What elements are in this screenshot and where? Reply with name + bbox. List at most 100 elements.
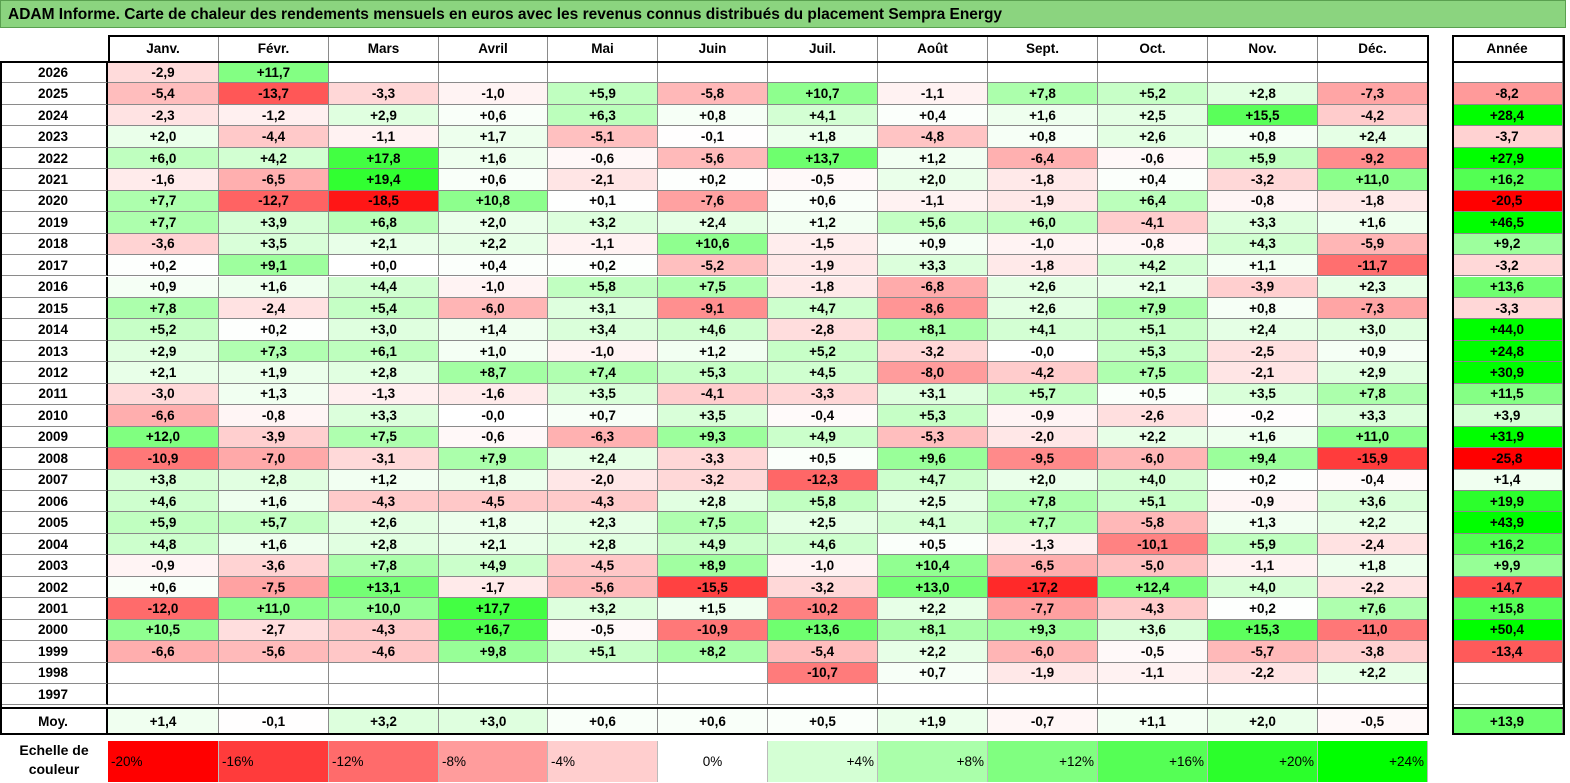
heatmap-cell <box>878 62 988 84</box>
row-year-label: 2025 <box>0 83 108 105</box>
heatmap-cell: -0,9 <box>108 555 219 577</box>
heatmap-cell: -4,6 <box>329 641 439 663</box>
heatmap-cell: -9,1 <box>658 297 768 320</box>
heatmap-cell: +15,5 <box>1208 104 1318 127</box>
heatmap-cell: +2,0 <box>878 169 988 191</box>
row-year-label: 2007 <box>0 469 108 491</box>
heatmap-cell: -3,9 <box>1208 276 1318 298</box>
heatmap-cell: +3,8 <box>108 469 219 491</box>
heatmap-cell: +10,8 <box>439 190 548 213</box>
heatmap-cell: -3,1 <box>329 448 439 470</box>
heatmap-cell: +1,3 <box>1208 512 1318 534</box>
color-scale-stop: -4% <box>548 741 658 782</box>
heatmap-cell: +7,5 <box>1098 362 1208 384</box>
heatmap-cell: -0,9 <box>988 405 1098 427</box>
heatmap-cell: +0,5 <box>768 448 878 470</box>
heatmap-cell: -12,7 <box>219 190 329 213</box>
heatmap-cell: +13,7 <box>768 147 878 170</box>
heatmap-cell: +0,6 <box>768 190 878 213</box>
average-cell: +3,0 <box>439 708 548 735</box>
heatmap-cell: +6,3 <box>548 104 658 127</box>
heatmap-cell: +3,4 <box>548 319 658 341</box>
heatmap-cell: +4,0 <box>1208 576 1318 599</box>
heatmap-cell: -0,8 <box>1208 190 1318 213</box>
row-year-label: 1998 <box>0 662 108 685</box>
heatmap-cell: +1,1 <box>1208 255 1318 277</box>
row-year-label: 1997 <box>0 684 108 706</box>
heatmap-cell: -1,8 <box>768 276 878 298</box>
heatmap-cell: +0,9 <box>878 233 988 256</box>
heatmap-cell: +2,3 <box>1318 276 1428 298</box>
heatmap-cell: +0,5 <box>1098 383 1208 406</box>
heatmap-cell <box>1208 62 1318 84</box>
heatmap-cell: +3,5 <box>548 383 658 406</box>
row-year-label: 2005 <box>0 512 108 534</box>
heatmap-cell: +4,6 <box>768 533 878 556</box>
row-year-label: 2008 <box>0 448 108 470</box>
heatmap-cell: +4,7 <box>768 297 878 320</box>
heatmap-cell: +12,0 <box>108 426 219 449</box>
heatmap-cell: -7,3 <box>1318 297 1428 320</box>
heatmap-cell <box>1318 684 1428 706</box>
heatmap-cell <box>988 684 1098 706</box>
heatmap-cell: -10,9 <box>108 448 219 470</box>
column-header: Déc. <box>1318 35 1428 62</box>
heatmap-cell <box>1098 62 1208 84</box>
heatmap-cell: +0,2 <box>658 169 768 191</box>
average-cell: +0,6 <box>658 708 768 735</box>
heatmap-cell: +9,4 <box>1208 448 1318 470</box>
heatmap-cell: +1,8 <box>439 469 548 491</box>
heatmap-cell: +0,4 <box>1098 169 1208 191</box>
heatmap-cell: +2,4 <box>658 212 768 234</box>
heatmap-cell <box>439 662 548 685</box>
heatmap-cell: -1,1 <box>548 233 658 256</box>
heatmap-cell: -2,3 <box>108 104 219 127</box>
heatmap-cell: +2,1 <box>329 233 439 256</box>
heatmap-cell: +0,8 <box>658 104 768 127</box>
heatmap-cell <box>548 684 658 706</box>
heatmap-cell: +3,6 <box>1318 491 1428 513</box>
heatmap-cell: +6,0 <box>988 212 1098 234</box>
heatmap-cell: +2,8 <box>219 469 329 491</box>
heatmap-cell: -5,7 <box>1208 641 1318 663</box>
color-scale-stop: +8% <box>878 741 988 782</box>
column-header: Juil. <box>768 35 878 62</box>
heatmap-cell: +5,9 <box>1208 533 1318 556</box>
heatmap-cell: +3,9 <box>219 212 329 234</box>
heatmap-cell: +13,6 <box>768 619 878 642</box>
heatmap-cell: +0,1 <box>548 190 658 213</box>
heatmap-cell: +2,2 <box>1098 426 1208 449</box>
heatmap-cell: +0,6 <box>439 104 548 127</box>
heatmap-cell: -0,6 <box>548 147 658 170</box>
heatmap-cell: +6,0 <box>108 147 219 170</box>
row-year-label: 2000 <box>0 619 108 642</box>
heatmap-cell: +9,8 <box>439 641 548 663</box>
average-cell: +1,9 <box>878 708 988 735</box>
heatmap-cell <box>988 62 1098 84</box>
annual-cell: -25,8 <box>1452 448 1563 470</box>
heatmap-cell <box>658 684 768 706</box>
color-scale-stop: +24% <box>1318 741 1428 782</box>
annual-cell: +30,9 <box>1452 362 1563 384</box>
heatmap-cell: -3,2 <box>658 469 768 491</box>
heatmap-cell: -1,0 <box>548 340 658 363</box>
heatmap-cell: -1,6 <box>439 383 548 406</box>
average-cell: +3,2 <box>329 708 439 735</box>
heatmap-cell: +3,3 <box>329 405 439 427</box>
heatmap-cell: +2,8 <box>548 533 658 556</box>
heatmap-cell: +2,6 <box>988 276 1098 298</box>
heatmap-cell: -1,8 <box>988 255 1098 277</box>
heatmap-cell: +9,1 <box>219 255 329 277</box>
heatmap-cell: -5,8 <box>658 83 768 105</box>
heatmap-cell: +0,6 <box>439 169 548 191</box>
heatmap-cell: +15,3 <box>1208 619 1318 642</box>
heatmap-cell: +9,3 <box>988 619 1098 642</box>
heatmap-cell: +1,2 <box>329 469 439 491</box>
column-header: Avril <box>439 35 548 62</box>
heatmap-cell: +3,0 <box>1318 319 1428 341</box>
heatmap-cell: -5,2 <box>658 255 768 277</box>
heatmap-cell: +2,4 <box>548 448 658 470</box>
heatmap-cell: -0,0 <box>439 405 548 427</box>
color-scale-stop: +20% <box>1208 741 1318 782</box>
heatmap-cell: -0,5 <box>768 169 878 191</box>
